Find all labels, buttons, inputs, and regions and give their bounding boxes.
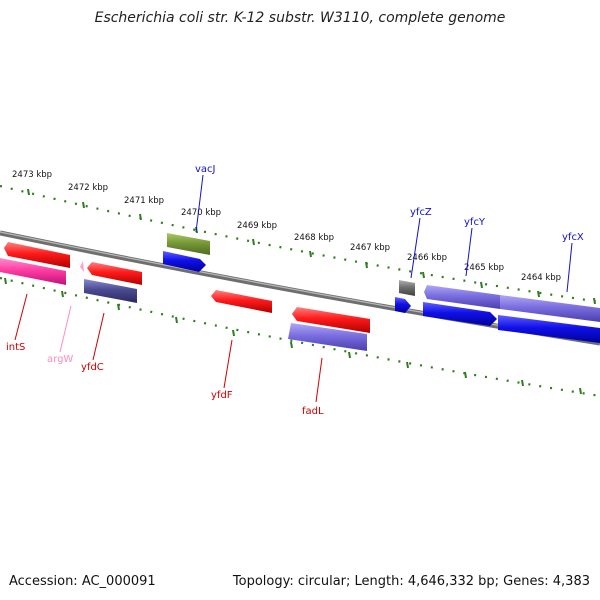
ruler-label-2470: 2470 kbp	[181, 208, 221, 218]
gene-feature-blue-yfcZ	[395, 297, 411, 313]
gene-feature-pink-argW	[80, 261, 84, 272]
gene-label-yfcX[interactable]: yfcX	[562, 232, 584, 243]
ruler-label-2465: 2465 kbp	[464, 263, 504, 273]
gene-feature-pink-intS	[0, 258, 66, 285]
ruler-label-2469: 2469 kbp	[237, 221, 277, 231]
label-leader-lines	[14, 174, 573, 403]
gene-feature-red-fadL	[292, 307, 370, 333]
gene-label-yfcZ[interactable]: yfcZ	[410, 207, 432, 218]
gene-feature-gray-yfcZ	[399, 280, 415, 296]
gene-feature-blue-vacJ	[163, 251, 206, 272]
ruler-label-2464: 2464 kbp	[521, 273, 561, 283]
genome-stats-text: Topology: circular; Length: 4,646,332 bp…	[232, 574, 590, 589]
ruler-label-2467: 2467 kbp	[350, 243, 390, 253]
ruler-labels: 2473 kbp 2472 kbp 2471 kbp 2470 kbp 2469…	[12, 170, 561, 283]
ruler-label-2466: 2466 kbp	[407, 253, 447, 263]
inner-ruler-major-ticks	[4, 277, 582, 395]
gene-feature-purple-yfcY	[424, 285, 500, 309]
gene-labels: vacJ yfcZ yfcY yfcX intS argW yfdC yfdF …	[6, 164, 584, 417]
gene-feature-blue-yfcY	[423, 302, 497, 326]
gene-feature-red-yfdC-upper	[87, 262, 142, 285]
gene-feature-purple-fadL	[288, 323, 367, 351]
gene-label-yfdC[interactable]: yfdC	[81, 362, 104, 373]
accession-text: Accession: AC_000091	[9, 574, 156, 589]
gene-feature-red-yfdF	[211, 290, 272, 313]
gene-feature-olive-vacJ	[167, 233, 210, 255]
gene-label-vacJ[interactable]: vacJ	[195, 164, 216, 175]
ruler-label-2472: 2472 kbp	[68, 183, 108, 193]
gene-label-fadL[interactable]: fadL	[302, 406, 324, 417]
gene-feature-purple-yfcX	[500, 295, 600, 322]
map-title: Escherichia coli str. K-12 substr. W3110…	[94, 10, 506, 26]
ruler-label-2471: 2471 kbp	[124, 196, 164, 206]
gene-label-yfcY[interactable]: yfcY	[464, 217, 486, 228]
gene-label-argW[interactable]: argW	[47, 354, 73, 365]
gene-label-yfdF[interactable]: yfdF	[211, 390, 233, 401]
gene-label-intS[interactable]: intS	[6, 342, 25, 353]
gene-feature-darkpurple-yfdC	[84, 279, 137, 303]
ruler-label-2473: 2473 kbp	[12, 170, 52, 180]
gene-feature-blue-yfcX	[498, 315, 600, 343]
gene-feature-red-left	[4, 242, 70, 268]
ruler-label-2468: 2468 kbp	[294, 233, 334, 243]
